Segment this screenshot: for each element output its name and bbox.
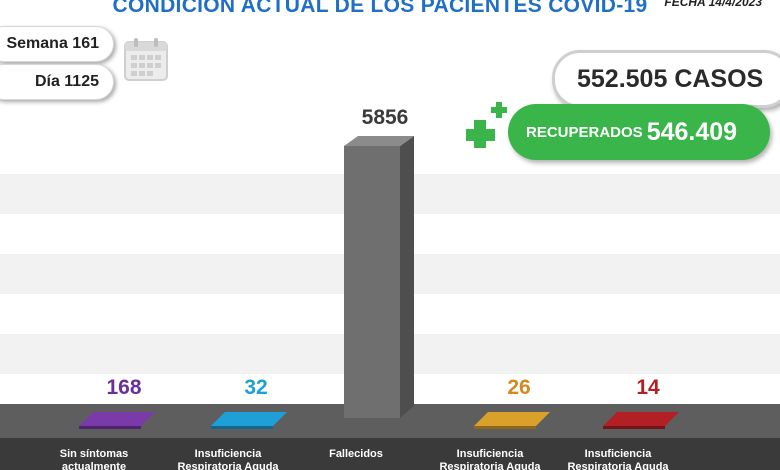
bar-top bbox=[474, 412, 550, 426]
bar-top bbox=[79, 412, 155, 426]
page-title: CONDICIÓN ACTUAL DE LOS PACIENTES COVID-… bbox=[112, 0, 648, 17]
value-label: 14 bbox=[636, 376, 660, 399]
bar-0: 168 bbox=[79, 376, 155, 429]
bar-top bbox=[344, 136, 414, 146]
bar-4: 14 bbox=[603, 376, 679, 429]
week-label: Semana 161 bbox=[6, 35, 99, 52]
week-pill: Semana 161 bbox=[0, 26, 114, 62]
total-cases-pill: 552.505 CASOS bbox=[552, 50, 780, 108]
category-label: Insuficiencia Respiratoria Aguda bbox=[177, 448, 279, 470]
recovered-pill: RECUPERADOS 546.409 bbox=[508, 104, 770, 160]
recovered-value: 546.409 bbox=[646, 117, 738, 146]
bar-top bbox=[211, 412, 287, 426]
bar-edge bbox=[79, 426, 141, 429]
bar-front bbox=[344, 146, 400, 418]
bar-edge bbox=[603, 426, 665, 429]
category-label: Fallecidos bbox=[329, 448, 383, 460]
category-label: Sin síntomas actualmente bbox=[59, 448, 129, 470]
category-label: Insuficiencia Respiratoria Aguda bbox=[439, 448, 541, 470]
value-label: 26 bbox=[507, 376, 530, 399]
value-label: 168 bbox=[106, 376, 141, 399]
calendar-icon bbox=[124, 38, 168, 81]
value-label: 5856 bbox=[362, 106, 409, 129]
chart-floor-bottom bbox=[0, 438, 780, 470]
recovered-label: RECUPERADOS bbox=[526, 123, 643, 141]
bar-3: 26 bbox=[474, 376, 550, 429]
day-pill: Día 1125 bbox=[0, 64, 114, 100]
bar-2: 5856 bbox=[344, 106, 414, 418]
bar-1: 32 bbox=[211, 376, 287, 429]
date-label: FECHA 14/4/2023 bbox=[664, 0, 762, 9]
plus-icon bbox=[466, 102, 507, 148]
bar-edge bbox=[211, 426, 273, 429]
total-cases-value: 552.505 CASOS bbox=[577, 64, 764, 93]
value-label: 32 bbox=[244, 376, 267, 399]
day-label: Día 1125 bbox=[34, 73, 99, 90]
category-label: Insuficiencia Respiratoria Aguda bbox=[567, 448, 669, 470]
bar-edge bbox=[474, 426, 536, 429]
bar-top bbox=[603, 412, 679, 426]
bar-side bbox=[400, 136, 414, 418]
